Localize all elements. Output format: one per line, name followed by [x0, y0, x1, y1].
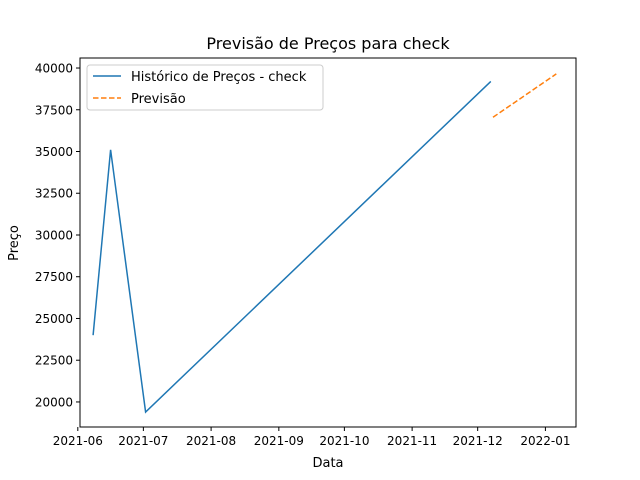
y-axis: 20000 22500 25000 27500 30000 32500 35000 37500…: [35, 62, 80, 409]
x-tick-label: 2021-09: [254, 434, 304, 448]
legend-box: [86, 64, 324, 111]
plot-lines: [92, 73, 557, 414]
y-tick-label: 22500: [35, 354, 73, 368]
y-tick-label: 20000: [35, 395, 73, 409]
x-tick-label: 2021-10: [319, 434, 369, 448]
y-tick-label: 30000: [35, 228, 73, 242]
y-tick-label: 37500: [35, 103, 73, 117]
y-tick-label: 27500: [35, 270, 73, 284]
chart-title: Previsão de Preços para check: [206, 34, 450, 53]
y-tick-label: 25000: [35, 312, 73, 326]
y-tick-label: 40000: [35, 62, 73, 76]
x-tick-label: 2022-01: [520, 434, 570, 448]
x-axis: 2021-06 2021-07 2021-08 2021-09 2021-10 2021-…: [53, 427, 570, 448]
plot-area-frame: [79, 57, 577, 428]
series-line-previsao: [492, 73, 557, 118]
legend-label-previsao: Previsão: [131, 92, 186, 107]
x-tick-label: 2021-08: [186, 434, 236, 448]
series-line-historico: [92, 80, 492, 414]
x-tick-label: 2021-07: [118, 434, 168, 448]
legend: Histórico de Preços - check Previsão: [86, 64, 324, 111]
legend-label-historico: Histórico de Preços - check: [131, 70, 307, 85]
x-tick-label: 2021-11: [387, 434, 437, 448]
x-axis-label: Data: [312, 456, 343, 471]
x-tick-label: 2021-12: [453, 434, 503, 448]
y-axis-label: Preço: [7, 225, 22, 261]
x-tick-label: 2021-06: [53, 434, 103, 448]
y-tick-label: 32500: [35, 187, 73, 201]
y-tick-label: 35000: [35, 145, 73, 159]
